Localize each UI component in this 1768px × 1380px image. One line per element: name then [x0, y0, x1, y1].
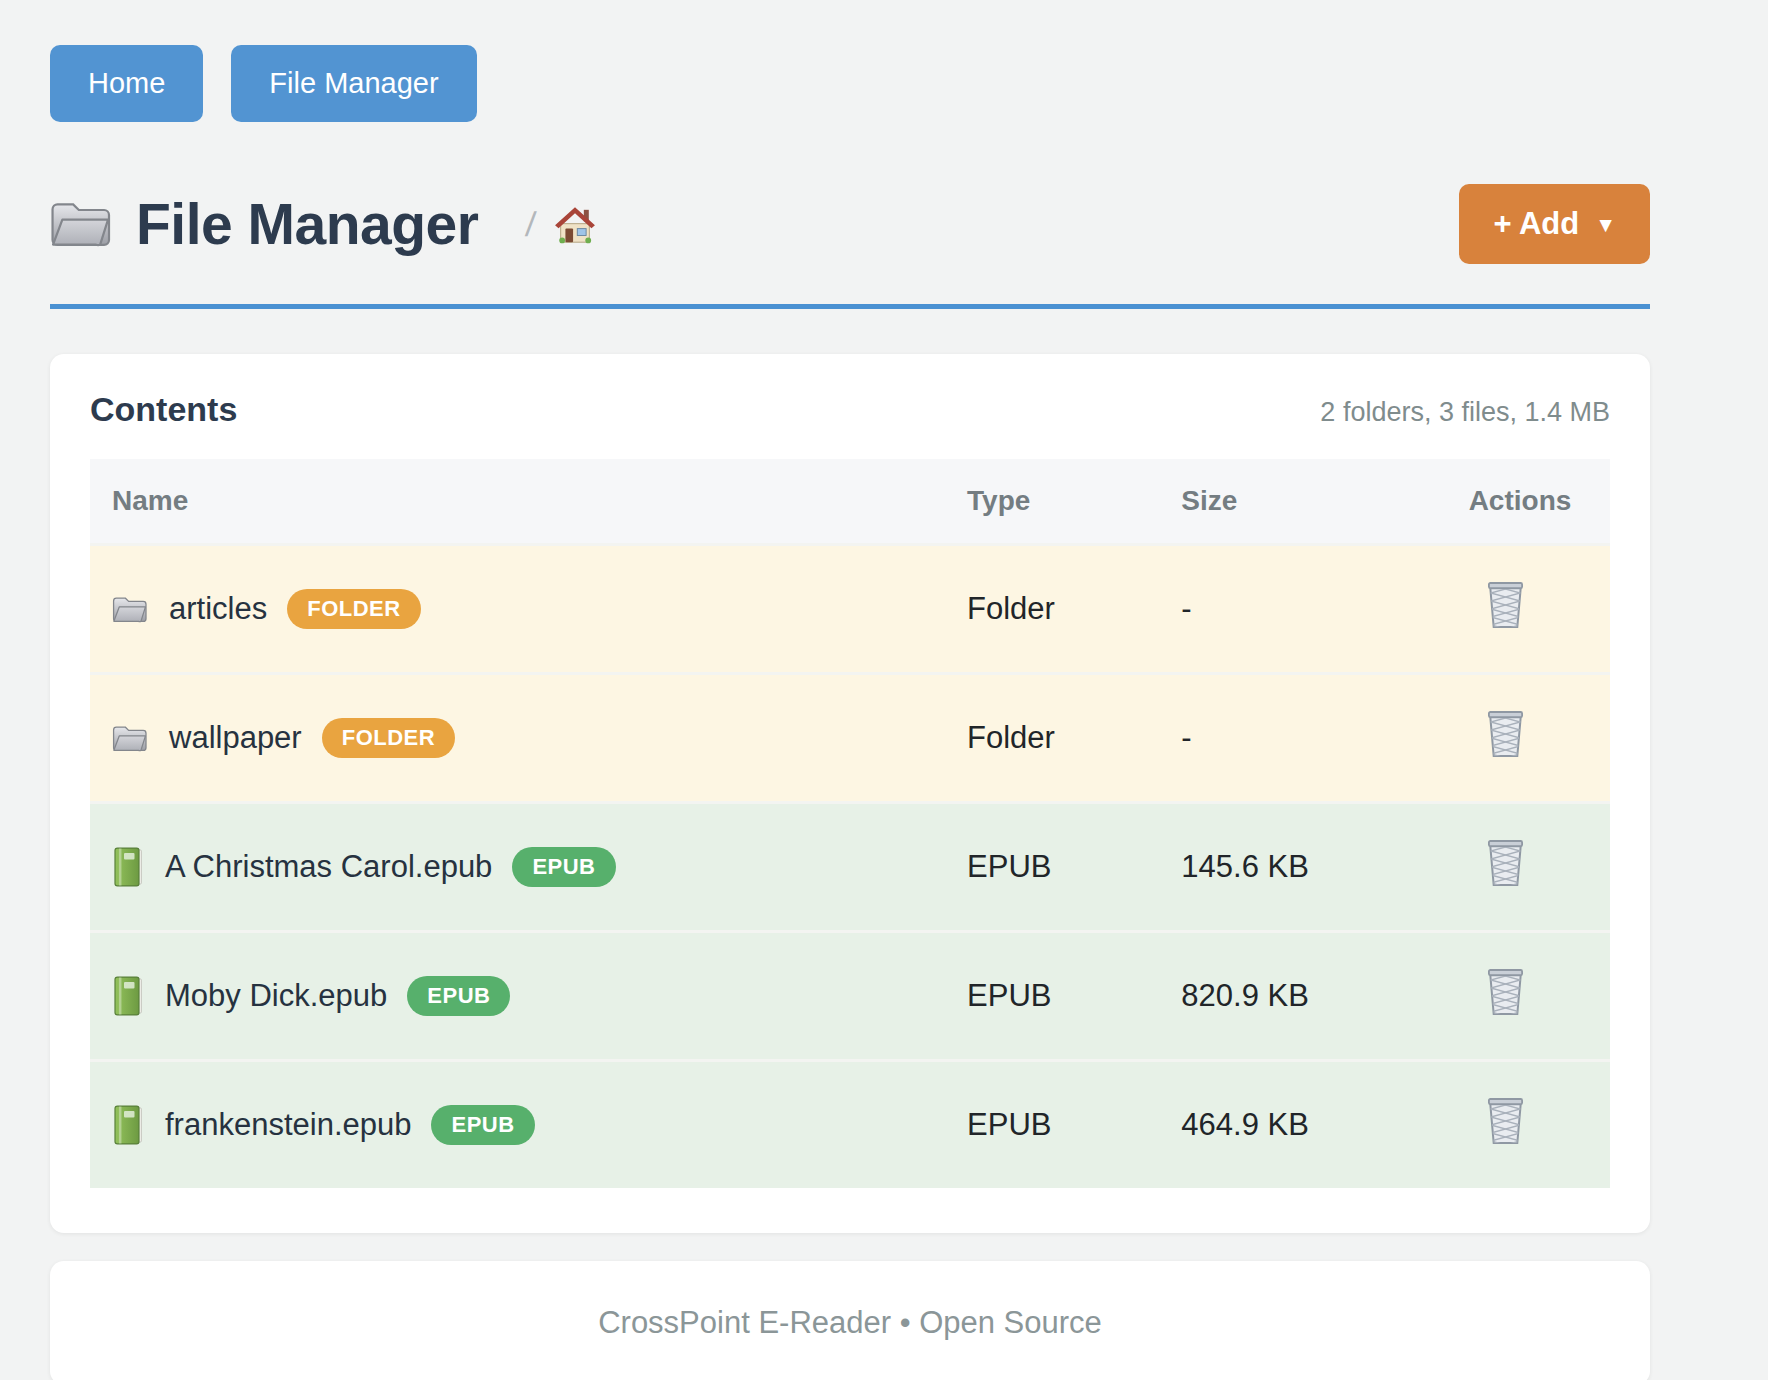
type-badge: FOLDER [322, 718, 455, 758]
breadcrumb: / [526, 201, 597, 247]
contents-card: Contents 2 folders, 3 files, 1.4 MB Name… [50, 354, 1650, 1233]
item-size: 820.9 KB [1181, 932, 1468, 1061]
item-size: - [1181, 674, 1468, 803]
chevron-down-icon: ▼ [1595, 213, 1616, 237]
page-header: File Manager / + Add ▼ [50, 184, 1650, 264]
title-group: File Manager / [50, 191, 598, 257]
item-name[interactable]: wallpaper [169, 720, 302, 756]
item-name[interactable]: frankenstein.epub [165, 1107, 411, 1143]
item-type: EPUB [967, 932, 1181, 1061]
title-divider [50, 304, 1650, 309]
item-name[interactable]: A Christmas Carol.epub [165, 849, 492, 885]
table-body: articles FOLDER Folder - wallpaper [90, 545, 1610, 1189]
folder-icon [112, 594, 149, 625]
table-row[interactable]: A Christmas Carol.epub EPUB EPUB 145.6 K… [90, 803, 1610, 932]
column-header-type: Type [967, 459, 1181, 545]
file-manager-button[interactable]: File Manager [231, 45, 476, 122]
delete-button[interactable] [1469, 708, 1528, 760]
table-row[interactable]: wallpaper FOLDER Folder - [90, 674, 1610, 803]
type-badge: FOLDER [287, 589, 420, 629]
breadcrumb-separator: / [524, 205, 538, 244]
trash-icon [1483, 1095, 1528, 1147]
folder-icon [50, 197, 114, 251]
item-type: Folder [967, 545, 1181, 674]
column-header-name: Name [90, 459, 967, 545]
file-table: Name Type Size Actions articles FOLDER F… [90, 459, 1610, 1188]
column-header-size: Size [1181, 459, 1468, 545]
delete-button[interactable] [1469, 837, 1528, 889]
home-icon[interactable] [552, 201, 598, 247]
footer-card: CrossPoint E-Reader • Open Source [50, 1261, 1650, 1380]
table-row[interactable]: frankenstein.epub EPUB EPUB 464.9 KB [90, 1061, 1610, 1189]
top-nav: Home File Manager [50, 45, 1650, 122]
item-name[interactable]: articles [169, 591, 267, 627]
table-row[interactable]: articles FOLDER Folder - [90, 545, 1610, 674]
type-badge: EPUB [512, 847, 615, 887]
footer-text: CrossPoint E-Reader • Open Source [598, 1305, 1102, 1340]
add-button[interactable]: + Add ▼ [1459, 184, 1650, 264]
item-size: 464.9 KB [1181, 1061, 1468, 1189]
item-type: EPUB [967, 803, 1181, 932]
contents-summary: 2 folders, 3 files, 1.4 MB [1320, 397, 1610, 428]
item-name[interactable]: Moby Dick.epub [165, 978, 387, 1014]
contents-header: Contents 2 folders, 3 files, 1.4 MB [90, 390, 1610, 429]
column-header-actions: Actions [1469, 459, 1610, 545]
trash-icon [1483, 837, 1528, 889]
green-book-icon [112, 1104, 145, 1146]
type-badge: EPUB [431, 1105, 534, 1145]
home-button[interactable]: Home [50, 45, 203, 122]
contents-heading: Contents [90, 390, 237, 429]
item-size: 145.6 KB [1181, 803, 1468, 932]
table-header: Name Type Size Actions [90, 459, 1610, 545]
add-button-label: + Add [1493, 206, 1579, 242]
trash-icon [1483, 579, 1528, 631]
green-book-icon [112, 846, 145, 888]
item-size: - [1181, 545, 1468, 674]
page-title: File Manager [136, 191, 478, 257]
item-type: EPUB [967, 1061, 1181, 1189]
table-row[interactable]: Moby Dick.epub EPUB EPUB 820.9 KB [90, 932, 1610, 1061]
page: Home File Manager File Manager / + Add ▼… [50, 0, 1650, 1380]
item-type: Folder [967, 674, 1181, 803]
folder-icon [112, 723, 149, 754]
trash-icon [1483, 966, 1528, 1018]
delete-button[interactable] [1469, 966, 1528, 1018]
delete-button[interactable] [1469, 1095, 1528, 1147]
trash-icon [1483, 708, 1528, 760]
green-book-icon [112, 975, 145, 1017]
type-badge: EPUB [407, 976, 510, 1016]
delete-button[interactable] [1469, 579, 1528, 631]
